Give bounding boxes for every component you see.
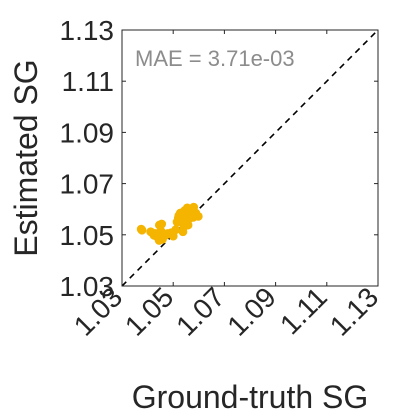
x-tick-label: 1.07 <box>170 281 230 341</box>
y-tick-label: 1.11 <box>62 66 114 97</box>
y-tick-label: 1.05 <box>60 220 115 251</box>
y-tick-label: 1.03 <box>60 271 115 302</box>
mae-annotation: MAE = 3.71e-03 <box>135 46 295 71</box>
identity-line <box>121 29 379 287</box>
x-tick-label: 1.09 <box>221 281 281 341</box>
x-axis-label: Ground-truth SG <box>132 379 369 415</box>
y-tick-label: 1.07 <box>60 169 115 200</box>
x-tick-label: 1.05 <box>119 281 179 341</box>
data-points-layer <box>136 202 203 245</box>
plot-frame <box>121 29 379 287</box>
y-axis-label: Estimated SG <box>8 59 44 256</box>
data-point <box>193 211 203 221</box>
y-tick-label: 1.09 <box>60 117 115 148</box>
identity-line-layer <box>121 29 379 287</box>
data-point <box>171 225 181 235</box>
y-tick-label: 1.13 <box>60 15 115 46</box>
x-tick-label: 1.13 <box>324 281 384 341</box>
data-point <box>137 225 147 235</box>
x-tick-label: 1.11 <box>274 281 333 340</box>
data-point <box>157 219 167 229</box>
